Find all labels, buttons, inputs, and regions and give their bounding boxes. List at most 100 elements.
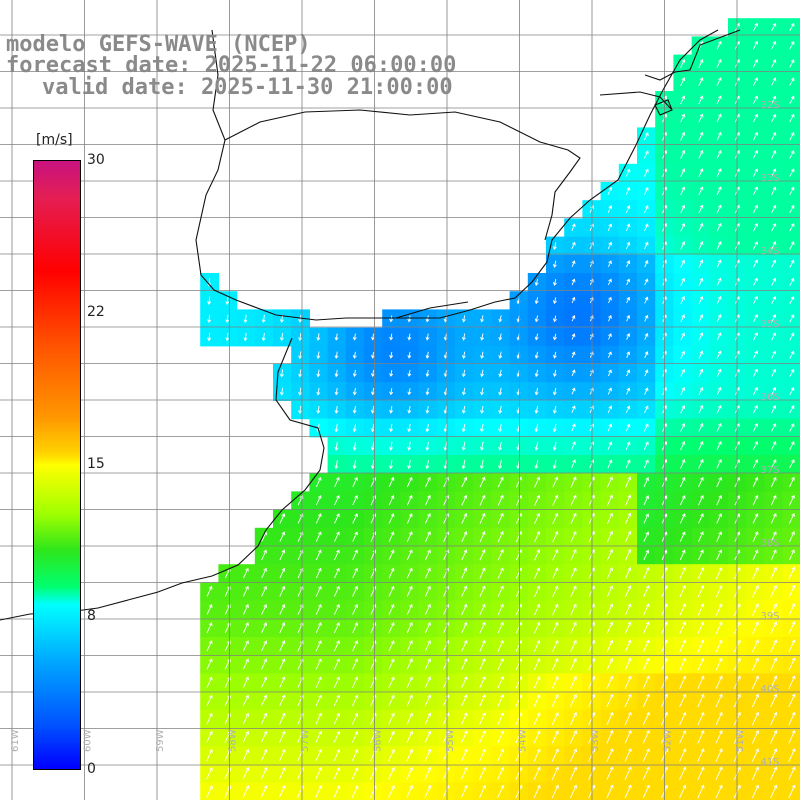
wind-arrow <box>715 748 723 762</box>
wind-arrow <box>407 333 412 341</box>
wind-arrow <box>333 730 341 743</box>
wind-arrow <box>406 476 413 488</box>
wind-arrow <box>771 241 777 250</box>
wind-arrow <box>461 351 466 359</box>
wind-arrow <box>752 131 759 141</box>
wind-arrow <box>680 131 686 141</box>
wind-arrow <box>571 241 576 250</box>
wind-arrow <box>479 784 486 798</box>
wind-arrow <box>388 567 395 579</box>
wind-arrow <box>624 530 632 543</box>
wind-arrow <box>680 350 685 359</box>
wind-arrow <box>242 640 249 652</box>
coastline <box>0 29 741 621</box>
wind-arrow <box>498 405 503 414</box>
wind-arrow <box>608 315 612 322</box>
wind-arrow <box>771 186 777 196</box>
wind-arrow <box>479 694 486 707</box>
wind-arrow <box>351 767 359 780</box>
wind-arrow <box>552 278 557 286</box>
wind-arrow <box>770 621 778 634</box>
wind-arrow <box>279 369 284 378</box>
wind-arrow <box>770 549 777 561</box>
wind-arrow <box>752 40 759 50</box>
wind-arrow <box>680 296 685 304</box>
wind-arrow <box>644 223 649 232</box>
wind-arrow <box>697 639 705 653</box>
wind-arrow <box>607 441 613 450</box>
wind-arrow <box>261 585 268 597</box>
wind-arrow <box>752 59 759 68</box>
wind-arrow <box>715 657 723 671</box>
wind-arrow <box>242 730 250 743</box>
wind-arrow <box>698 95 704 105</box>
wind-arrow <box>425 369 430 378</box>
wind-arrow <box>370 441 375 451</box>
wind-arrow <box>751 784 760 799</box>
wind-arrow <box>406 585 413 597</box>
wind-arrow <box>352 406 357 414</box>
wind-arrow <box>533 784 541 799</box>
wind-arrow <box>533 621 541 634</box>
wind-arrow <box>644 405 649 413</box>
wind-arrow <box>606 711 614 726</box>
wind-arrow <box>479 441 484 451</box>
wind-arrow <box>771 350 777 359</box>
wind-arrow <box>697 585 705 598</box>
colorbar-unit: [m/s] <box>36 132 73 148</box>
wind-arrow <box>570 494 577 506</box>
wind-arrow <box>315 694 322 707</box>
wind-arrow <box>388 712 395 725</box>
wind-arrow <box>425 494 431 506</box>
wind-arrow <box>552 549 559 561</box>
wind-arrow <box>789 332 795 341</box>
wind-arrow <box>407 441 412 451</box>
wind-arrow <box>279 694 286 707</box>
wind-arrow <box>406 766 414 780</box>
wind-arrow <box>679 531 686 542</box>
wind-arrow <box>551 766 559 780</box>
wind-arrow <box>680 405 686 414</box>
wind-arrow <box>789 186 795 196</box>
wind-arrow <box>753 350 758 359</box>
wind-arrow <box>497 712 505 725</box>
wind-arrow <box>716 531 722 542</box>
wind-arrow <box>206 676 213 688</box>
wind-arrow <box>771 113 777 123</box>
wind-arrow <box>698 495 704 506</box>
wind-arrow <box>533 585 541 597</box>
wind-arrow <box>697 675 705 689</box>
lat-label: 35S <box>760 319 779 330</box>
wind-arrow <box>533 657 541 671</box>
lon-label: 56W <box>373 729 384 752</box>
wind-arrow <box>752 405 758 414</box>
wind-arrow <box>771 259 777 268</box>
wind-arrow <box>571 405 576 413</box>
wind-arrow <box>388 476 395 488</box>
wind-arrow <box>334 513 340 524</box>
wind-arrow <box>644 369 649 377</box>
wind-arrow <box>443 494 449 506</box>
wind-arrow <box>406 603 413 615</box>
wind-arrow <box>497 512 504 524</box>
wind-arrow <box>498 333 503 341</box>
wind-arrow <box>679 567 686 579</box>
wind-arrow <box>279 585 286 597</box>
wind-arrow <box>334 476 340 488</box>
wind-arrow <box>534 333 539 341</box>
wind-arrow <box>461 694 468 707</box>
wind-arrow <box>642 639 650 652</box>
wind-arrow <box>571 369 576 377</box>
wind-arrow <box>715 621 723 634</box>
wind-arrow <box>352 441 357 451</box>
wind-arrow <box>424 676 432 689</box>
wind-arrow <box>351 730 359 743</box>
wind-arrow <box>789 476 795 488</box>
wind-arrow <box>752 150 759 159</box>
wind-arrow <box>606 766 614 780</box>
wind-arrow <box>752 241 758 250</box>
wind-arrow <box>789 386 795 396</box>
wind-arrow <box>334 531 340 542</box>
